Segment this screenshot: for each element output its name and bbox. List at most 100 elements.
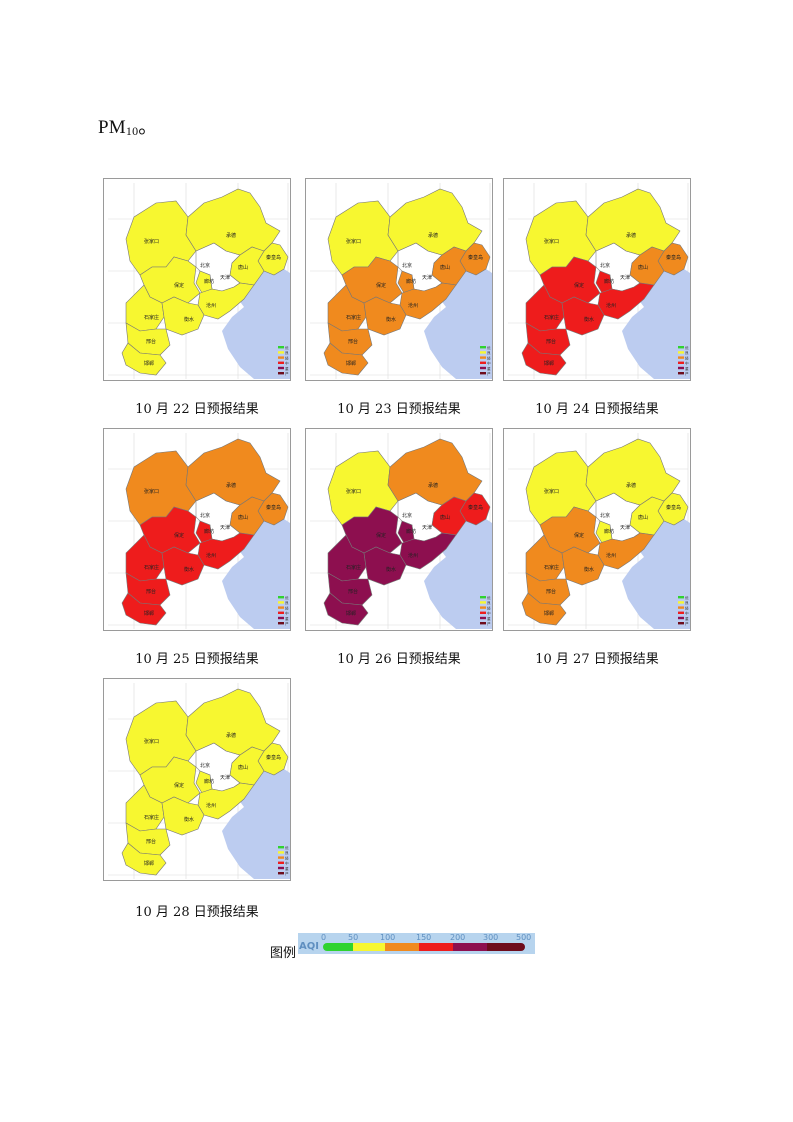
aqi-seg-moderate: [353, 943, 385, 951]
city-label: 石家庄: [144, 814, 159, 821]
city-label: 沧州: [408, 302, 418, 309]
city-label: 保定: [574, 532, 584, 539]
city-label: 邯郸: [544, 360, 554, 367]
city-label: 沧州: [408, 552, 418, 559]
city-label: 廊坊: [204, 278, 214, 285]
city-label: 北京: [402, 262, 412, 269]
map-legend-label: 严: [285, 372, 289, 376]
city-label: 廊坊: [204, 528, 214, 535]
map-legend-swatch: [480, 372, 486, 375]
city-label: 北京: [200, 512, 210, 519]
map-caption: 10 月 23 日预报结果: [337, 402, 461, 417]
map-legend-swatch: [278, 872, 284, 875]
city-label: 唐山: [440, 514, 450, 521]
city-label: 邢台: [146, 588, 156, 595]
map-legend-swatch: [480, 356, 486, 359]
city-label: 张家口: [144, 738, 159, 745]
map-legend-swatch: [278, 601, 284, 604]
map-legend-swatch: [278, 866, 284, 870]
map-legend-label: 重: [487, 366, 491, 371]
forecast-map-panel: 张家口 承德 北京 天津 唐山 秦皇岛 廊坊 保定 沧州 石家庄 衡水 邢台 邯郸 优良轻中重严: [503, 178, 691, 381]
city-label: 承德: [226, 482, 236, 489]
city-label: 沧州: [606, 552, 616, 559]
aqi-seg-light: [385, 943, 419, 951]
map-legend-swatch: [278, 372, 284, 375]
city-label: 邢台: [348, 588, 358, 595]
city-label: 张家口: [144, 488, 159, 495]
city-label: 廊坊: [406, 278, 416, 285]
aqi-tick-300: 300: [483, 933, 499, 942]
city-label: 天津: [422, 524, 432, 531]
forecast-map-panel: 张家口 承德 北京 天津 唐山 秦皇岛 廊坊 保定 沧州 石家庄 衡水 邢台 邯郸 优良轻中重严: [305, 178, 493, 381]
region-ts: [629, 496, 665, 536]
city-label: 邯郸: [144, 860, 154, 867]
city-label: 邢台: [348, 338, 358, 345]
map-caption: 10 月 26 日预报结果: [337, 652, 461, 667]
map-legend-swatch: [678, 346, 684, 349]
region-cd: [387, 438, 483, 506]
aqi-seg-heavy: [453, 943, 487, 951]
map-caption: 10 月 22 日预报结果: [135, 402, 259, 417]
map-legend-label: 重: [285, 866, 289, 871]
map-legend-swatch: [480, 366, 486, 370]
map-legend-swatch: [678, 606, 684, 609]
region-cd: [585, 188, 681, 256]
region-hd: [121, 592, 167, 626]
forecast-map-panel: 张家口 承德 北京 天津 唐山 秦皇岛 廊坊 保定 沧州 石家庄 衡水 邢台 邯郸 优良轻中重严: [503, 428, 691, 631]
city-label: 保定: [174, 782, 184, 789]
map-legend-swatch: [278, 351, 284, 354]
map-legend-label: 严: [685, 622, 689, 626]
city-label: 秦皇岛: [666, 254, 681, 261]
map-legend-label: 优: [285, 595, 289, 600]
city-label: 秦皇岛: [266, 754, 281, 761]
city-label: 沧州: [206, 302, 216, 309]
city-label: 天津: [220, 274, 230, 281]
city-label: 沧州: [606, 302, 616, 309]
city-label: 秦皇岛: [468, 504, 483, 511]
map-legend-label: 重: [285, 366, 289, 371]
map-legend-swatch: [278, 366, 284, 370]
region-ts: [229, 496, 265, 536]
map-legend-label: 良: [487, 600, 491, 605]
map-legend-label: 优: [685, 345, 689, 350]
city-label: 邢台: [146, 338, 156, 345]
aqi-legend-bar: AQI 0 50 100 150 200 300 500: [298, 933, 535, 954]
city-label: 石家庄: [544, 314, 559, 321]
map-legend-swatch: [678, 356, 684, 359]
map-legend-label: 良: [285, 350, 289, 355]
forecast-map-panel: 张家口 承德 北京 天津 唐山 秦皇岛 廊坊 保定 沧州 石家庄 衡水 邢台 邯郸 优良轻中重严: [103, 178, 291, 381]
city-label: 秦皇岛: [266, 254, 281, 261]
city-label: 衡水: [386, 566, 396, 573]
map-legend-label: 良: [685, 600, 689, 605]
forecast-map-panel: 张家口 承德 北京 天津 唐山 秦皇岛 廊坊 保定 沧州 石家庄 衡水 邢台 邯郸 优良轻中重严: [103, 678, 291, 881]
city-label: 廊坊: [604, 528, 614, 535]
map-legend-label: 轻: [685, 605, 689, 610]
map-legend-label: 严: [685, 372, 689, 376]
city-label: 衡水: [184, 816, 194, 823]
map-caption: 10 月 28 日预报结果: [135, 905, 259, 920]
region-hs: [561, 546, 605, 586]
map-legend-label: 严: [487, 372, 491, 376]
map-legend-swatch: [278, 622, 284, 625]
city-label: 秦皇岛: [666, 504, 681, 511]
city-label: 张家口: [544, 238, 559, 245]
map-legend-label: 良: [285, 850, 289, 855]
city-label: 石家庄: [144, 314, 159, 321]
map-legend-label: 优: [487, 345, 491, 350]
city-label: 廊坊: [406, 528, 416, 535]
region-ts: [431, 496, 467, 536]
aqi-label: AQI: [299, 941, 319, 952]
map-legend-label: 优: [285, 345, 289, 350]
region-ts: [629, 246, 665, 286]
city-label: 衡水: [184, 316, 194, 323]
city-label: 保定: [376, 282, 386, 289]
region-cd: [387, 188, 483, 256]
city-label: 承德: [226, 732, 236, 739]
city-label: 唐山: [238, 264, 248, 271]
map-legend-label: 中: [487, 611, 491, 616]
city-label: 邢台: [546, 338, 556, 345]
region-ts: [431, 246, 467, 286]
aqi-tick-100: 100: [380, 933, 396, 942]
map-legend-swatch: [678, 372, 684, 375]
